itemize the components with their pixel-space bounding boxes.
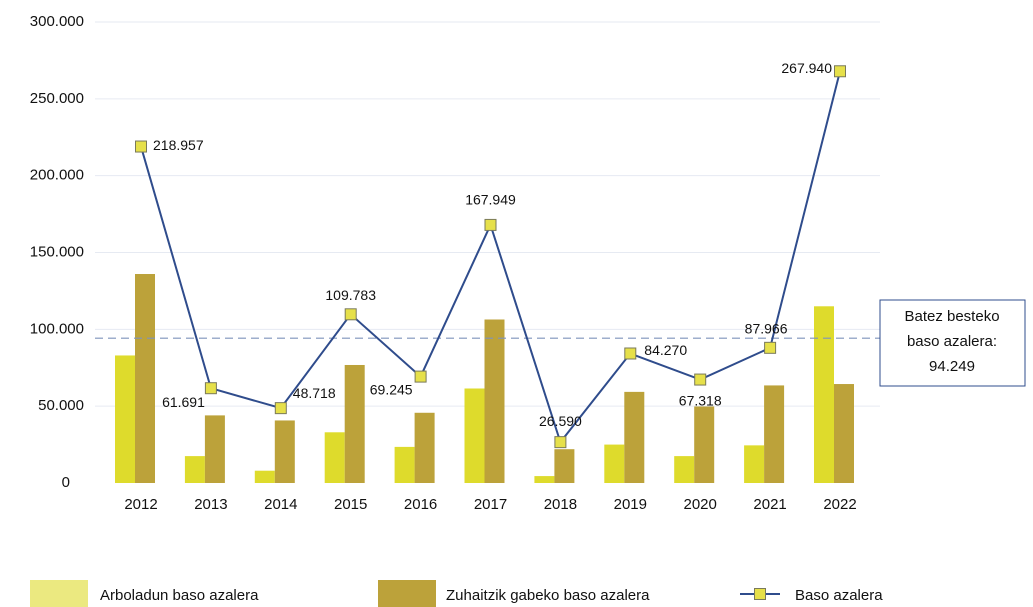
bar [694,406,715,483]
bar [764,385,785,483]
x-tick-label: 2014 [264,496,297,513]
marker [204,382,217,395]
marker [834,65,846,78]
data-label: 167.949 [465,192,516,208]
data-label: 48.718 [293,385,336,401]
data-label: 26.590 [539,413,582,429]
marker [344,308,357,321]
x-tick-label: 2015 [334,496,367,513]
reference-label: 94.249 [929,358,975,375]
legend-label: Arboladun baso azalera [100,587,259,604]
marker [274,402,287,415]
bar [204,415,225,483]
marker [414,370,427,383]
x-tick-label: 2022 [823,496,856,513]
bar [534,476,555,483]
bar [414,412,435,483]
y-tick-label: 300.000 [30,13,84,30]
data-label: 84.270 [644,342,687,358]
bar [464,388,485,483]
bar [254,470,275,483]
bar [484,319,505,483]
x-tick-label: 2012 [124,496,157,513]
x-tick-label: 2016 [404,496,437,513]
legend-label: Baso azalera [795,587,883,604]
y-tick-label: 100.000 [30,320,84,337]
bar [135,274,155,483]
y-tick-label: 250.000 [30,90,84,107]
data-label: 109.783 [325,287,376,303]
bar [274,420,295,483]
marker [554,436,567,449]
legend-marker [754,588,766,600]
bar [554,449,575,483]
x-tick-label: 2013 [194,496,227,513]
bar [344,364,365,483]
bar [115,355,135,483]
data-label: 267.940 [781,60,832,76]
x-tick-label: 2018 [544,496,577,513]
reference-label: baso azalera: [907,333,997,350]
legend-swatch [378,580,436,607]
bar [834,384,854,483]
reference-label: Batez besteko [904,308,999,325]
data-label: 218.957 [153,137,204,153]
bar [744,445,765,483]
x-tick-label: 2017 [474,496,507,513]
marker [694,373,707,386]
data-label: 87.966 [745,321,788,337]
bar [814,306,834,483]
bar [394,446,415,483]
y-tick-label: 0 [62,474,70,491]
marker [624,347,637,360]
data-label: 67.318 [679,392,722,408]
y-tick-label: 50.000 [38,397,84,414]
data-label: 61.691 [162,394,205,410]
marker [764,341,777,354]
legend-label: Zuhaitzik gabeko baso azalera [446,587,650,604]
x-tick-label: 2019 [614,496,647,513]
bar [674,456,695,483]
x-tick-label: 2020 [684,496,717,513]
marker [484,218,497,231]
reference-box [879,299,1026,387]
legend-swatch [30,580,88,607]
y-tick-label: 150.000 [30,243,84,260]
bar [624,391,645,483]
marker [135,140,147,153]
bar [604,444,625,483]
y-tick-label: 200.000 [30,167,84,184]
bar [324,432,345,483]
x-tick-label: 2021 [753,496,786,513]
bar [184,456,205,483]
data-label: 69.245 [370,381,413,397]
